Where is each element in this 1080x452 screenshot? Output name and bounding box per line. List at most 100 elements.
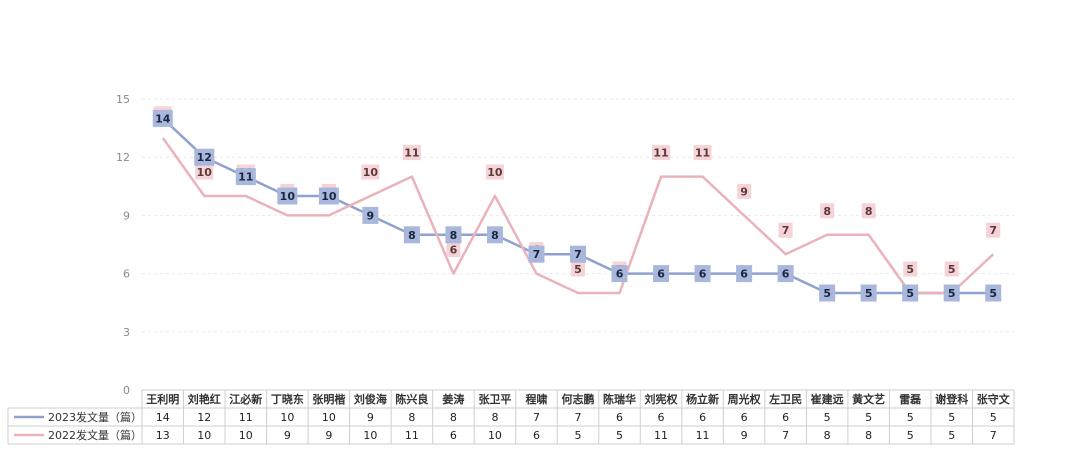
data-label: 10: [280, 190, 296, 203]
x-category-label: 刘俊海: [354, 392, 387, 406]
y-axis-ticks: 0 3 6 9 12 15: [116, 93, 130, 397]
table-cell: 11: [405, 429, 419, 442]
y-tick-label: 15: [116, 93, 130, 106]
x-category-label: 刘艳红: [188, 392, 221, 406]
x-category-label: 程啸: [525, 392, 547, 406]
x-category-label: 张守文: [977, 392, 1011, 406]
x-category-label: 刘宪权: [645, 392, 679, 406]
data-label: 11: [695, 147, 710, 160]
data-label: 5: [948, 263, 956, 276]
data-label: 7: [574, 248, 582, 261]
data-label-bg: [152, 109, 173, 127]
table-cell: 9: [284, 429, 291, 442]
x-category-label: 张明楷: [312, 392, 345, 406]
data-label-bg: [403, 226, 420, 244]
data-label-bg: [944, 261, 959, 277]
table-cell: 6: [616, 411, 623, 424]
data-label: 5: [823, 287, 831, 300]
x-category-label: 丁晓东: [271, 392, 304, 406]
table-cell: 8: [824, 429, 831, 442]
data-label-bg: [277, 187, 298, 205]
y-tick-label: 0: [123, 384, 130, 397]
table-cell: 5: [865, 411, 872, 424]
data-label-bg: [943, 284, 960, 302]
x-category-label: 何志鹏: [562, 392, 595, 406]
table-cell: 10: [239, 429, 253, 442]
table-cell: 9: [367, 411, 374, 424]
data-label: 8: [823, 205, 831, 218]
x-category-label: 陈瑞华: [603, 392, 636, 406]
table-cell: 6: [450, 429, 457, 442]
table-cell: 11: [654, 429, 668, 442]
data-label-bg: [986, 222, 1001, 238]
data-label: 8: [865, 205, 873, 218]
table-cell: 14: [156, 411, 170, 424]
data-label-bg: [778, 222, 793, 238]
data-label: 6: [699, 268, 707, 281]
table-cell: 10: [322, 411, 336, 424]
data-label-bg: [570, 245, 586, 263]
table-cell: 5: [948, 411, 955, 424]
data-label: 11: [404, 147, 419, 160]
data-labels: 1310109910116106551111978855714121110109…: [152, 106, 1002, 302]
data-label-bg: [318, 187, 339, 205]
data-label-bg: [819, 284, 836, 302]
table-cell: 5: [824, 411, 831, 424]
y-tick-label: 3: [123, 326, 130, 339]
data-label-bg: [446, 242, 461, 258]
legend-entry: 2022发文量（篇）: [48, 428, 142, 442]
data-label: 7: [782, 224, 790, 237]
table-cell: 5: [990, 411, 997, 424]
table-cell: 6: [699, 411, 706, 424]
data-label: 5: [906, 263, 914, 276]
x-category-label: 杨立新: [686, 392, 719, 406]
data-label: 5: [574, 263, 582, 276]
data-label: 6: [657, 268, 665, 281]
table-cell: 12: [197, 411, 211, 424]
data-label: 8: [450, 229, 458, 242]
data-label-bg: [528, 245, 545, 263]
table-cell: 10: [280, 411, 294, 424]
data-label: 11: [238, 171, 253, 184]
data-label-bg: [902, 284, 919, 302]
table-cell: 6: [741, 411, 748, 424]
data-label-bg: [402, 145, 421, 161]
data-label: 6: [450, 244, 458, 257]
data-label: 14: [155, 112, 171, 125]
x-category-label: 张卫平: [478, 392, 511, 406]
table-cell: 11: [239, 411, 253, 424]
x-category-label: 崔建远: [810, 392, 844, 406]
table-cell: 13: [156, 429, 170, 442]
table-cell: 11: [696, 429, 710, 442]
table-cell: 10: [488, 429, 502, 442]
data-label: 12: [197, 151, 212, 164]
table-cell: 8: [450, 411, 457, 424]
y-tick-label: 6: [123, 268, 130, 281]
x-category-label: 陈兴良: [395, 392, 428, 406]
table-cell: 8: [408, 411, 415, 424]
table-cell: 9: [325, 429, 332, 442]
data-label-bg: [820, 203, 835, 219]
data-label: 10: [363, 166, 379, 179]
table-cell: 7: [533, 411, 540, 424]
data-label-bg: [777, 265, 794, 283]
data-label-bg: [486, 226, 503, 244]
data-label-bg: [693, 145, 712, 161]
data-label: 5: [906, 287, 914, 300]
x-category-label: 雷磊: [899, 393, 921, 406]
data-label-bg: [860, 284, 877, 302]
y-tick-label: 12: [116, 151, 130, 164]
x-category-label: 周光权: [728, 392, 762, 406]
data-label-bg: [736, 265, 753, 283]
data-label: 5: [989, 287, 997, 300]
table-cell: 5: [575, 429, 582, 442]
data-label: 6: [616, 268, 624, 281]
data-label: 5: [865, 287, 873, 300]
data-label: 6: [740, 268, 748, 281]
table-cell: 7: [575, 411, 582, 424]
data-label: 10: [487, 166, 503, 179]
x-category-label: 姜涛: [442, 392, 464, 406]
data-label: 11: [653, 147, 668, 160]
table-cell: 5: [907, 411, 914, 424]
data-label-bg: [985, 284, 1002, 302]
